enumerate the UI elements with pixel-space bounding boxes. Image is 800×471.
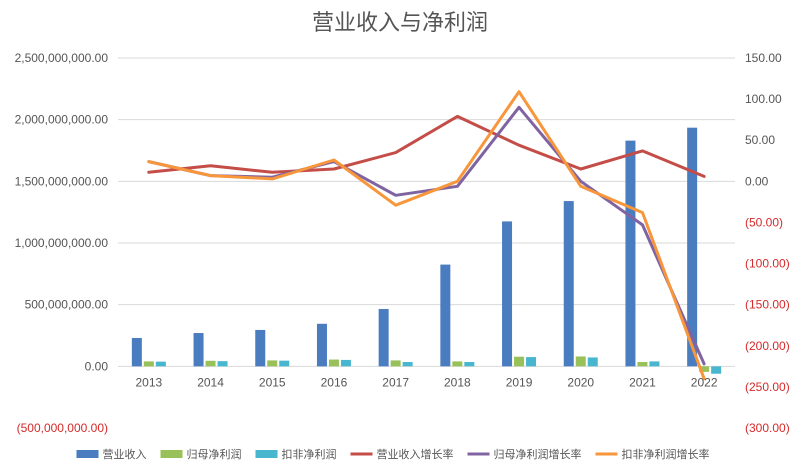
legend: 营业收入 归母净利润 扣非净利润 营业收入增长率 归母净利润增长率 扣非净利润增长率 xyxy=(76,447,710,461)
bar xyxy=(255,329,266,367)
legend-swatch xyxy=(160,450,183,458)
left-tick-label: 0.00 xyxy=(85,359,109,373)
legend-label: 扣非净利润 xyxy=(282,447,337,461)
legend-swatch xyxy=(255,450,278,458)
bars xyxy=(131,127,722,374)
right-axis-ticks: (300.00) (250.00) (200.00) (150.00) (100.00)… xyxy=(745,51,790,435)
bar xyxy=(625,140,636,367)
legend-label: 归母净利润增长率 xyxy=(494,447,582,461)
right-tick-label: 100.00 xyxy=(745,92,782,106)
bar xyxy=(464,362,475,367)
bar xyxy=(316,323,327,367)
bar xyxy=(649,361,660,367)
x-axis-ticks: 2013 2014 2015 2016 2017 2018 2019 2020 2021 2022 xyxy=(135,375,717,389)
left-tick-label: 1,000,000,000.00 xyxy=(15,236,109,250)
bar xyxy=(452,361,463,367)
legend-label: 归母净利润 xyxy=(187,447,242,461)
bar xyxy=(328,359,339,367)
bar xyxy=(390,360,401,367)
bar xyxy=(502,221,513,367)
x-tick-label: 2019 xyxy=(506,375,533,389)
bar xyxy=(340,359,351,367)
bar xyxy=(267,360,278,367)
left-tick-label: (500,000,000.00) xyxy=(17,421,108,435)
bar xyxy=(575,356,586,367)
right-tick-label: (250.00) xyxy=(745,380,790,394)
bar xyxy=(699,366,710,372)
bar xyxy=(131,337,142,367)
x-tick-label: 2013 xyxy=(135,375,162,389)
bar xyxy=(637,362,648,367)
legend-label: 扣非净利润增长率 xyxy=(622,447,710,461)
bar xyxy=(402,362,413,367)
series-line xyxy=(147,90,706,381)
right-tick-label: (100.00) xyxy=(745,257,790,271)
right-tick-label: 50.00 xyxy=(745,133,775,147)
x-tick-label: 2021 xyxy=(629,375,656,389)
bar xyxy=(193,333,204,367)
right-tick-label: (150.00) xyxy=(745,298,790,312)
bar xyxy=(687,127,698,367)
x-tick-label: 2017 xyxy=(382,375,409,389)
bar xyxy=(587,357,598,367)
legend-label: 营业收入 xyxy=(103,447,147,461)
bar xyxy=(711,366,722,374)
right-tick-label: 0.00 xyxy=(745,174,769,188)
x-tick-label: 2018 xyxy=(444,375,471,389)
bar xyxy=(563,201,574,367)
chart-title: 营业收入与净利润 xyxy=(312,11,488,36)
left-axis-ticks: (500,000,000.00) 0.00 500,000,000.00 1,000,… xyxy=(15,51,109,435)
bar xyxy=(205,360,216,367)
legend-swatch xyxy=(76,450,99,458)
x-tick-label: 2014 xyxy=(197,375,224,389)
right-tick-label: (50.00) xyxy=(745,215,783,229)
lines xyxy=(147,90,706,381)
bar xyxy=(514,356,525,367)
legend-label: 营业收入增长率 xyxy=(377,447,454,461)
x-tick-label: 2022 xyxy=(691,375,718,389)
series-line xyxy=(147,114,706,178)
gridlines xyxy=(118,57,735,367)
left-tick-label: 1,500,000,000.00 xyxy=(15,174,109,188)
right-tick-label: (300.00) xyxy=(745,421,790,435)
bar xyxy=(155,361,166,367)
right-tick-label: (200.00) xyxy=(745,339,790,353)
left-tick-label: 2,500,000,000.00 xyxy=(15,51,109,65)
bar xyxy=(217,361,228,367)
bar xyxy=(143,361,154,367)
series-line xyxy=(147,105,706,366)
left-tick-label: 2,000,000,000.00 xyxy=(15,113,109,127)
bar xyxy=(378,308,389,367)
left-tick-label: 500,000,000.00 xyxy=(25,298,109,312)
x-tick-label: 2020 xyxy=(567,375,594,389)
bar xyxy=(526,357,537,367)
bar xyxy=(440,264,451,367)
x-tick-label: 2015 xyxy=(259,375,286,389)
bar xyxy=(279,360,290,367)
right-tick-label: 150.00 xyxy=(745,51,782,65)
x-tick-label: 2016 xyxy=(321,375,348,389)
